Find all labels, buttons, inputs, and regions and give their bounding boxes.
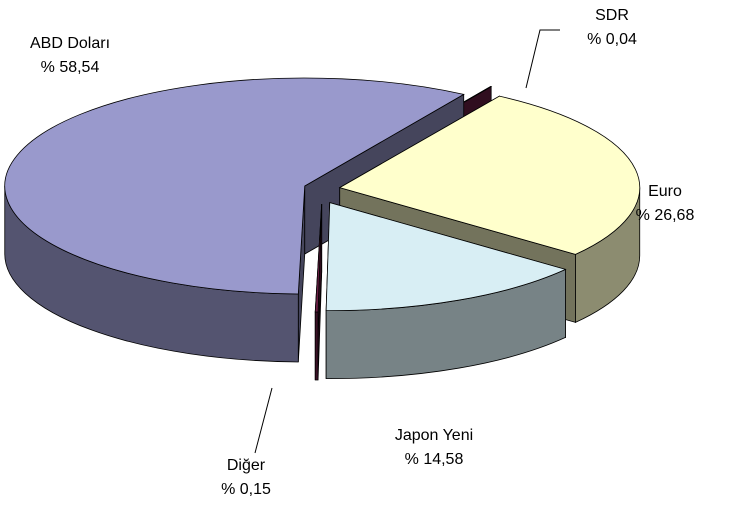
leader-line xyxy=(525,29,560,89)
slice-side xyxy=(314,311,319,381)
slice-value-label: % 0,04 xyxy=(587,31,637,48)
slice-label: Euro xyxy=(648,183,682,200)
slice xyxy=(314,203,323,381)
slice-top xyxy=(314,203,323,313)
slice-value-label: % 0,15 xyxy=(221,481,271,498)
slice xyxy=(325,202,567,380)
slice-top xyxy=(338,95,641,255)
slice-value-label: % 14,58 xyxy=(405,451,464,468)
slice-label: SDR xyxy=(595,7,629,24)
slice-label: Japon Yeni xyxy=(395,427,473,444)
slice-value-label: % 26,68 xyxy=(636,207,695,224)
slice-label: ABD Doları xyxy=(30,35,110,52)
slice-value-label: % 58,54 xyxy=(41,59,100,76)
slice-top xyxy=(325,202,567,312)
leader-line xyxy=(254,387,273,454)
slice-label: Diğer xyxy=(227,457,266,474)
slice-top xyxy=(4,77,465,295)
